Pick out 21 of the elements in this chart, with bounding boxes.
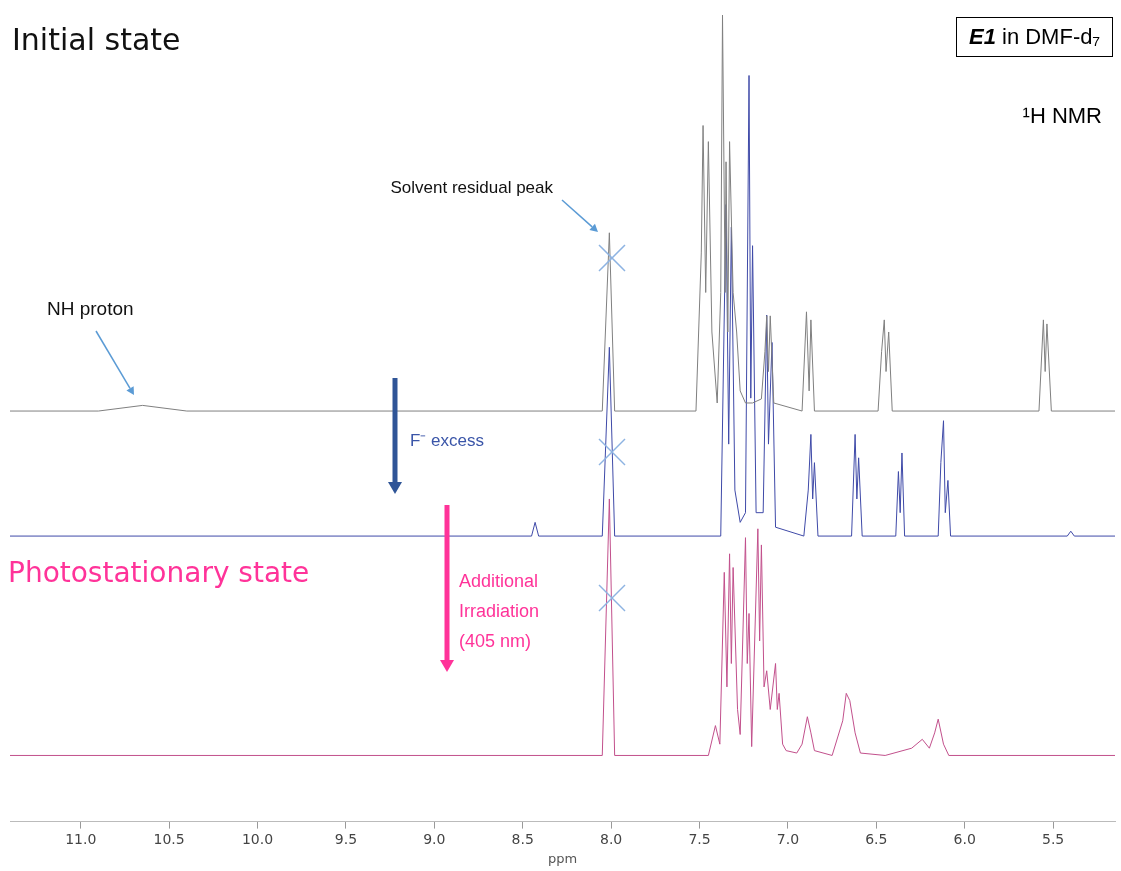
- x-tick-label: 8.5: [511, 830, 534, 847]
- annotation: Solvent residual peak: [390, 178, 553, 198]
- x-tick-label: 7.0: [776, 830, 800, 847]
- x-tick-label: 8.0: [599, 830, 623, 847]
- annotation: E1 in DMF-d₇: [968, 24, 1100, 49]
- x-axis-title: ppm: [547, 850, 578, 866]
- annotation: Initial state: [12, 22, 181, 57]
- x-tick-label: 9.5: [334, 830, 358, 847]
- annotation: Photostationary state: [8, 556, 310, 589]
- x-tick-label: 9.0: [423, 830, 446, 847]
- annotation: F⁻ excess: [410, 430, 485, 451]
- x-tick-label: 6.5: [865, 830, 888, 847]
- x-tick-label: 11.0: [65, 830, 97, 847]
- x-tick-label: 10.5: [153, 830, 185, 847]
- annotation: NH proton: [47, 298, 134, 320]
- annotation: Additional Irradiation (405 nm): [459, 570, 541, 653]
- x-tick-label: 10.0: [241, 830, 274, 847]
- x-tick-label: 6.0: [953, 830, 976, 847]
- x-tick-label: 7.5: [688, 830, 711, 847]
- annotation: ¹H NMR: [1022, 103, 1102, 129]
- x-tick-label: 5.5: [1041, 830, 1065, 847]
